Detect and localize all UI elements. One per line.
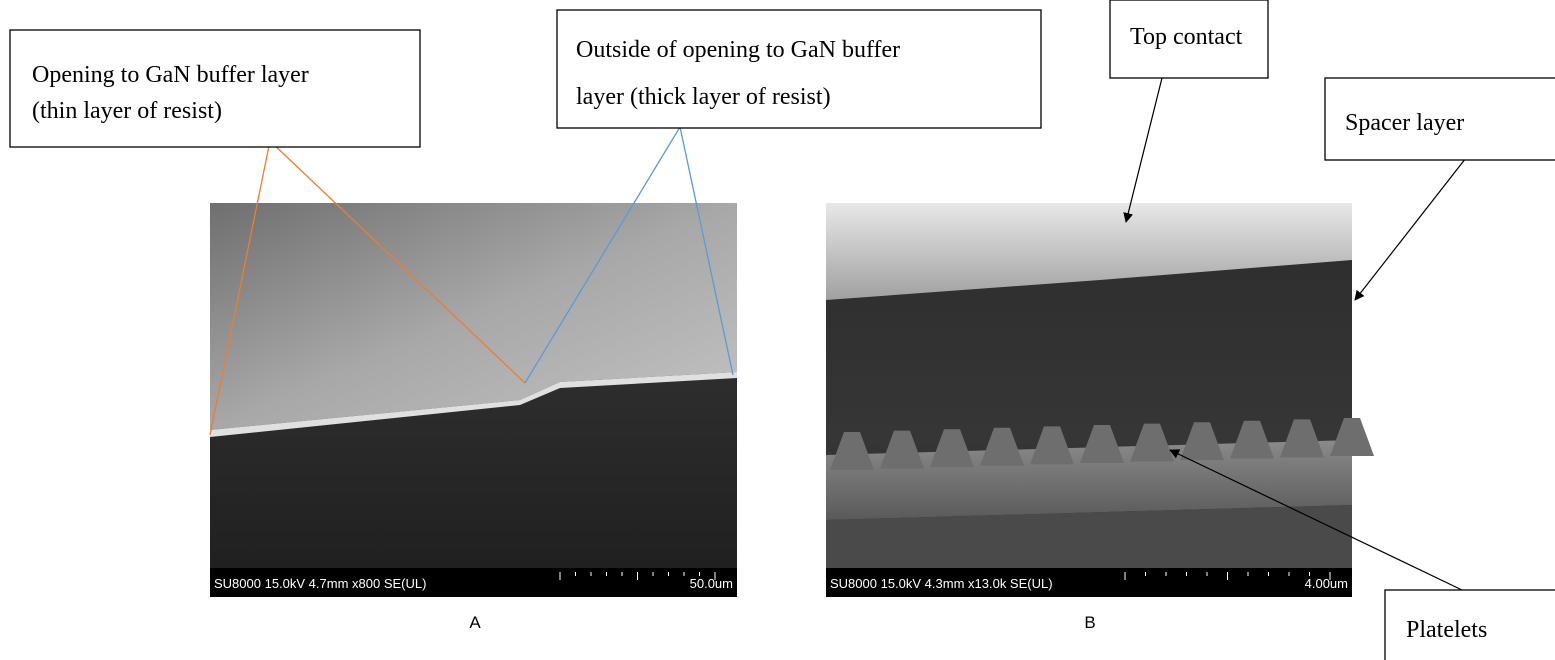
sem-image-a: SU8000 15.0kV 4.7mm x800 SE(UL) 50.0um: [210, 203, 737, 597]
callout-text: Opening to GaN buffer layer: [32, 62, 309, 88]
callout-text: layer (thick layer of resist): [576, 84, 831, 110]
sem-image-b: SU8000 15.0kV 4.3mm x13.0k SE(UL) 4.00um: [826, 203, 1374, 597]
sem-info: SU8000 15.0kV 4.7mm x800 SE(UL): [214, 576, 426, 591]
callout-text: Top contact: [1130, 24, 1243, 50]
panel-caption: B: [1084, 613, 1095, 632]
callout-text: Outside of opening to GaN buffer: [576, 37, 900, 63]
callout-text: (thin layer of resist): [32, 98, 222, 124]
callout-text: Platelets: [1406, 617, 1487, 643]
panel-caption: A: [469, 613, 481, 632]
scale-label: 4.00um: [1305, 576, 1348, 591]
callout-box: [557, 10, 1041, 128]
scale-label: 50.0um: [690, 576, 733, 591]
callout-text: Spacer layer: [1345, 110, 1464, 136]
sem-info: SU8000 15.0kV 4.3mm x13.0k SE(UL): [830, 576, 1053, 591]
callout-box: [10, 30, 420, 147]
figure: SU8000 15.0kV 4.7mm x800 SE(UL) 50.0um A…: [0, 0, 1555, 660]
